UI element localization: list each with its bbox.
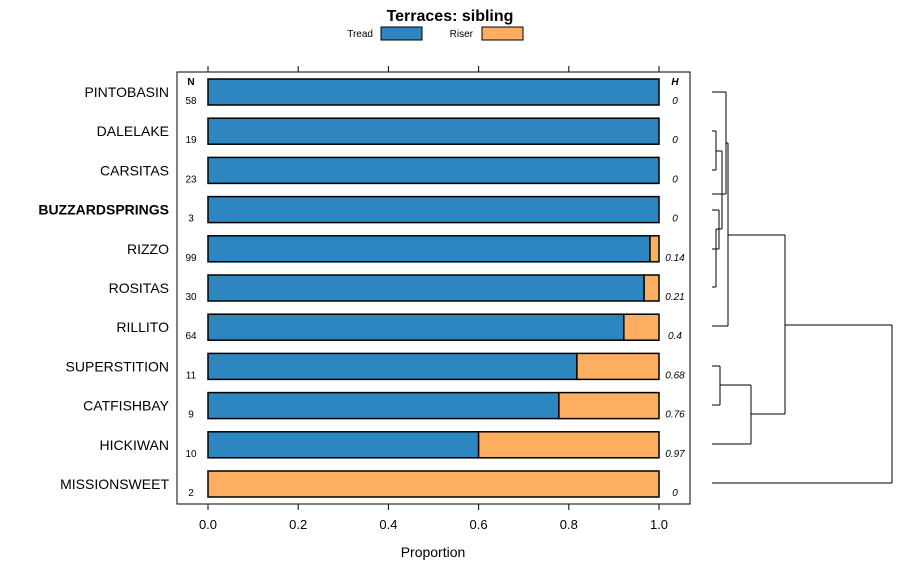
n-value: 9 [188,410,194,421]
x-tick-label: 0.6 [470,517,488,532]
n-value: 58 [185,96,197,107]
category-label: SUPERSTITION [66,358,169,374]
x-tick-label: 0.4 [379,517,397,532]
n-value: 2 [188,488,194,499]
x-tick-label: 1.0 [650,517,668,532]
chart-title: Terraces: sibling [387,8,514,25]
bar-segment-riser [207,470,660,498]
h-value: 0 [672,488,678,499]
h-value: 0 [672,96,678,107]
category-label: CATFISHBAY [83,398,169,414]
x-axis-title: Proportion [401,544,466,560]
legend-label-tread: Tread [347,29,373,40]
n-column-header: N [187,77,194,88]
legend-label-riser: Riser [450,29,474,40]
h-value: 0.76 [665,410,685,421]
bar-segment-tread [207,117,660,145]
n-value: 64 [185,331,197,342]
x-axis: 0.0 0.2 0.4 0.6 0.8 1.0 [199,66,668,532]
category-label: MISSIONSWEET [60,476,169,492]
h-value: 0.68 [665,370,685,381]
bar-segment-tread [207,235,651,263]
n-value: 99 [185,253,197,264]
category-label: HICKIWAN [100,437,169,453]
category-label: CARSITAS [100,162,169,178]
category-label: DALELAKE [97,123,169,139]
h-value: 0 [672,214,678,225]
n-value: 11 [186,370,197,381]
plot-frame [176,71,691,505]
n-value: 19 [185,135,197,146]
n-value: 10 [185,449,197,460]
x-tick-label: 0.0 [199,517,217,532]
category-label: RILLITO [116,319,169,335]
bar-segment-riser [643,274,660,302]
h-value: 0 [672,135,678,146]
legend-swatch-riser [481,26,524,41]
h-column-header: H [671,77,679,88]
bar-segment-tread [207,78,660,106]
n-value: 30 [185,292,197,303]
h-value: 0.4 [668,331,682,342]
category-label: RIZZO [127,241,169,257]
bar-segment-tread [207,156,660,185]
category-label: PINTOBASIN [84,84,169,100]
bar-segment-tread [207,313,625,341]
n-value: 23 [185,174,197,185]
x-tick-label: 0.2 [289,517,307,532]
bar-segment-tread [207,391,560,420]
bar-segment-riser [558,391,660,420]
h-value: 0.21 [665,292,684,303]
dendrogram [712,91,893,484]
bar-segment-tread [207,352,578,381]
category-label: BUZZARDSPRINGS [38,202,169,218]
bar-segment-riser [477,431,660,459]
category-label: ROSITAS [109,280,169,296]
h-value: 0.14 [665,253,685,264]
x-tick-label: 0.8 [560,517,578,532]
bar-segment-tread [207,195,660,224]
h-value: 0.97 [665,449,685,460]
bar-segment-riser [649,235,660,263]
bar-segment-riser [576,352,660,381]
legend: Tread Riser [347,26,524,41]
bar-segment-tread [207,431,480,459]
h-value: 0 [672,174,678,185]
n-value: 3 [188,214,194,225]
legend-swatch-tread [380,26,423,41]
bar-segment-tread [207,274,645,302]
bar-segment-riser [623,313,660,341]
